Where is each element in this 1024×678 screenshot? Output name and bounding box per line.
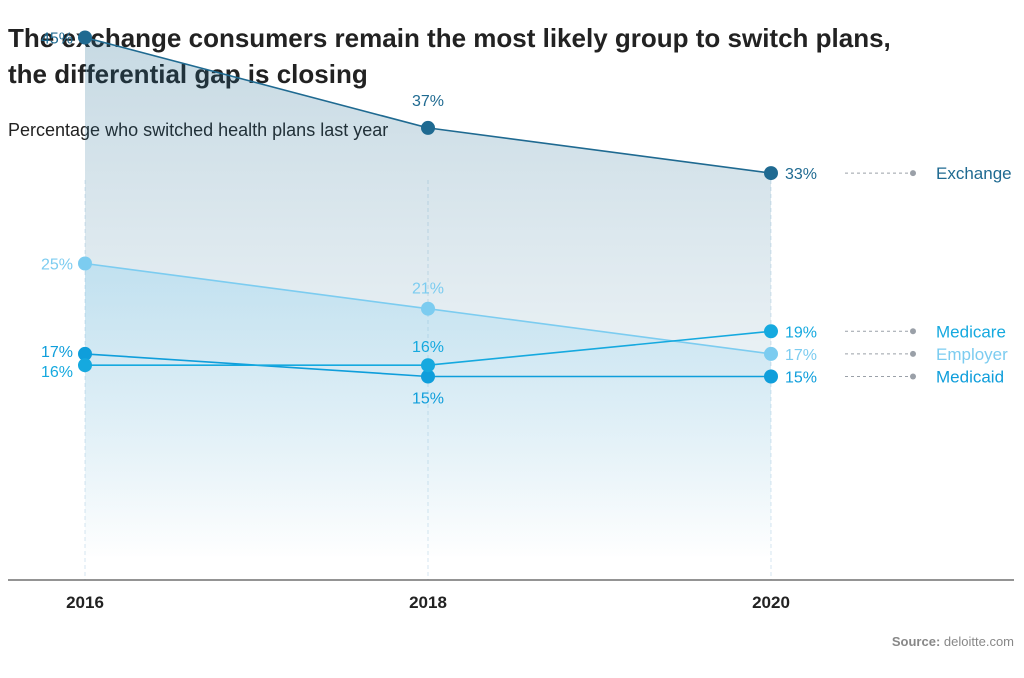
x-tick-label-2020: 2020	[752, 593, 790, 612]
legend-label-exchange: Exchange	[936, 164, 1012, 183]
legend-dot-medicare	[910, 328, 916, 335]
data-label-medicaid-2016: 17%	[41, 344, 73, 361]
x-tick-label-2016: 2016	[66, 593, 104, 612]
data-label-medicare-2018: 16%	[412, 339, 444, 356]
data-label-medicaid-2020: 15%	[785, 370, 817, 387]
source-note: Source: deloitte.com	[892, 634, 1014, 649]
source-value: deloitte.com	[943, 634, 1014, 649]
point-medicare-2016	[78, 358, 92, 373]
data-label-exchange-2018: 37%	[412, 93, 444, 110]
data-label-medicaid-2018: 15%	[412, 391, 444, 408]
title-line-1: The exchange consumers remain the most l…	[8, 23, 891, 53]
point-medicaid-2016	[78, 346, 92, 361]
x-tick-label-2018: 2018	[409, 593, 447, 612]
point-employer-2016	[78, 256, 92, 271]
legend-dot-exchange	[910, 170, 916, 177]
legend-dot-employer	[910, 350, 916, 357]
data-label-employer-2018: 21%	[412, 281, 444, 298]
point-medicaid-2018	[421, 369, 435, 384]
point-employer-2018	[421, 301, 435, 316]
legend-dot-medicaid	[910, 373, 916, 380]
legend-label-medicaid: Medicaid	[936, 368, 1004, 387]
point-exchange-2018	[421, 120, 435, 135]
point-employer-2020	[764, 346, 778, 361]
data-label-employer-2020: 17%	[785, 347, 817, 364]
point-exchange-2016	[78, 30, 92, 45]
source-label: Source:	[891, 634, 941, 649]
point-medicare-2018	[421, 358, 435, 373]
area-employer	[85, 263, 771, 560]
data-label-exchange-2020: 33%	[785, 166, 817, 183]
point-medicare-2020	[764, 324, 778, 339]
data-label-medicare-2020: 19%	[785, 324, 817, 341]
point-exchange-2020	[764, 166, 778, 181]
data-label-medicare-2016: 16%	[41, 364, 73, 381]
legend-label-medicare: Medicare	[936, 322, 1006, 341]
legend-label-employer: Employer	[936, 345, 1008, 364]
data-label-employer-2016: 25%	[41, 257, 73, 274]
data-label-exchange-2016: 45%	[41, 31, 73, 48]
point-medicaid-2020	[764, 369, 778, 384]
